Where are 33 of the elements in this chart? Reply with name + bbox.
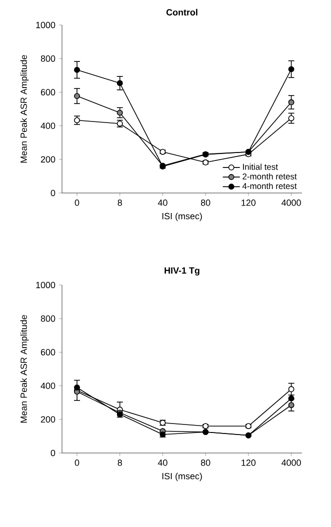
y-tick-label: 800 [40, 315, 56, 322]
y-tick-label: 200 [40, 416, 56, 423]
y-tick-label: 1000 [36, 282, 56, 288]
x-tick-label: 4000 [282, 460, 301, 466]
legend-label: 2-month retest [242, 173, 297, 180]
x-tick-label: 80 [200, 460, 210, 466]
y-tick-label: 200 [40, 156, 56, 163]
y-tick-label: 600 [40, 349, 56, 356]
x-tick-label: 40 [158, 200, 168, 206]
y-tick-label: 1000 [36, 22, 56, 28]
chart-title: HIV-1 Tg [164, 267, 200, 276]
x-axis-title: ISI (msec) [162, 212, 202, 222]
x-axis-title: ISI (msec) [162, 472, 202, 482]
x-tick-label: 120 [242, 200, 256, 206]
x-tick-label: 120 [242, 460, 256, 466]
y-tick-label: 400 [40, 122, 56, 129]
x-tick-label: 0 [74, 460, 80, 466]
y-tick-label: 600 [40, 89, 56, 96]
y-tick-label: 400 [40, 382, 56, 389]
y-axis-title: Mean Peak ASR Amplitude [20, 315, 29, 423]
legend-label: 4-month retest [242, 182, 297, 190]
y-tick-label: 0 [50, 190, 56, 196]
chart-title: Control [166, 8, 198, 16]
x-tick-label: 8 [118, 200, 122, 206]
y-tick-label: 0 [50, 450, 56, 456]
x-tick-label: 8 [118, 460, 122, 466]
x-tick-label: 0 [74, 200, 80, 206]
y-tick-label: 800 [40, 55, 56, 62]
x-tick-label: 80 [200, 200, 210, 206]
y-axis-title: Mean Peak ASR Amplitude [20, 55, 29, 163]
x-tick-label: 4000 [282, 200, 301, 206]
legend-label: Initial test [243, 164, 278, 170]
x-tick-label: 40 [158, 460, 168, 466]
